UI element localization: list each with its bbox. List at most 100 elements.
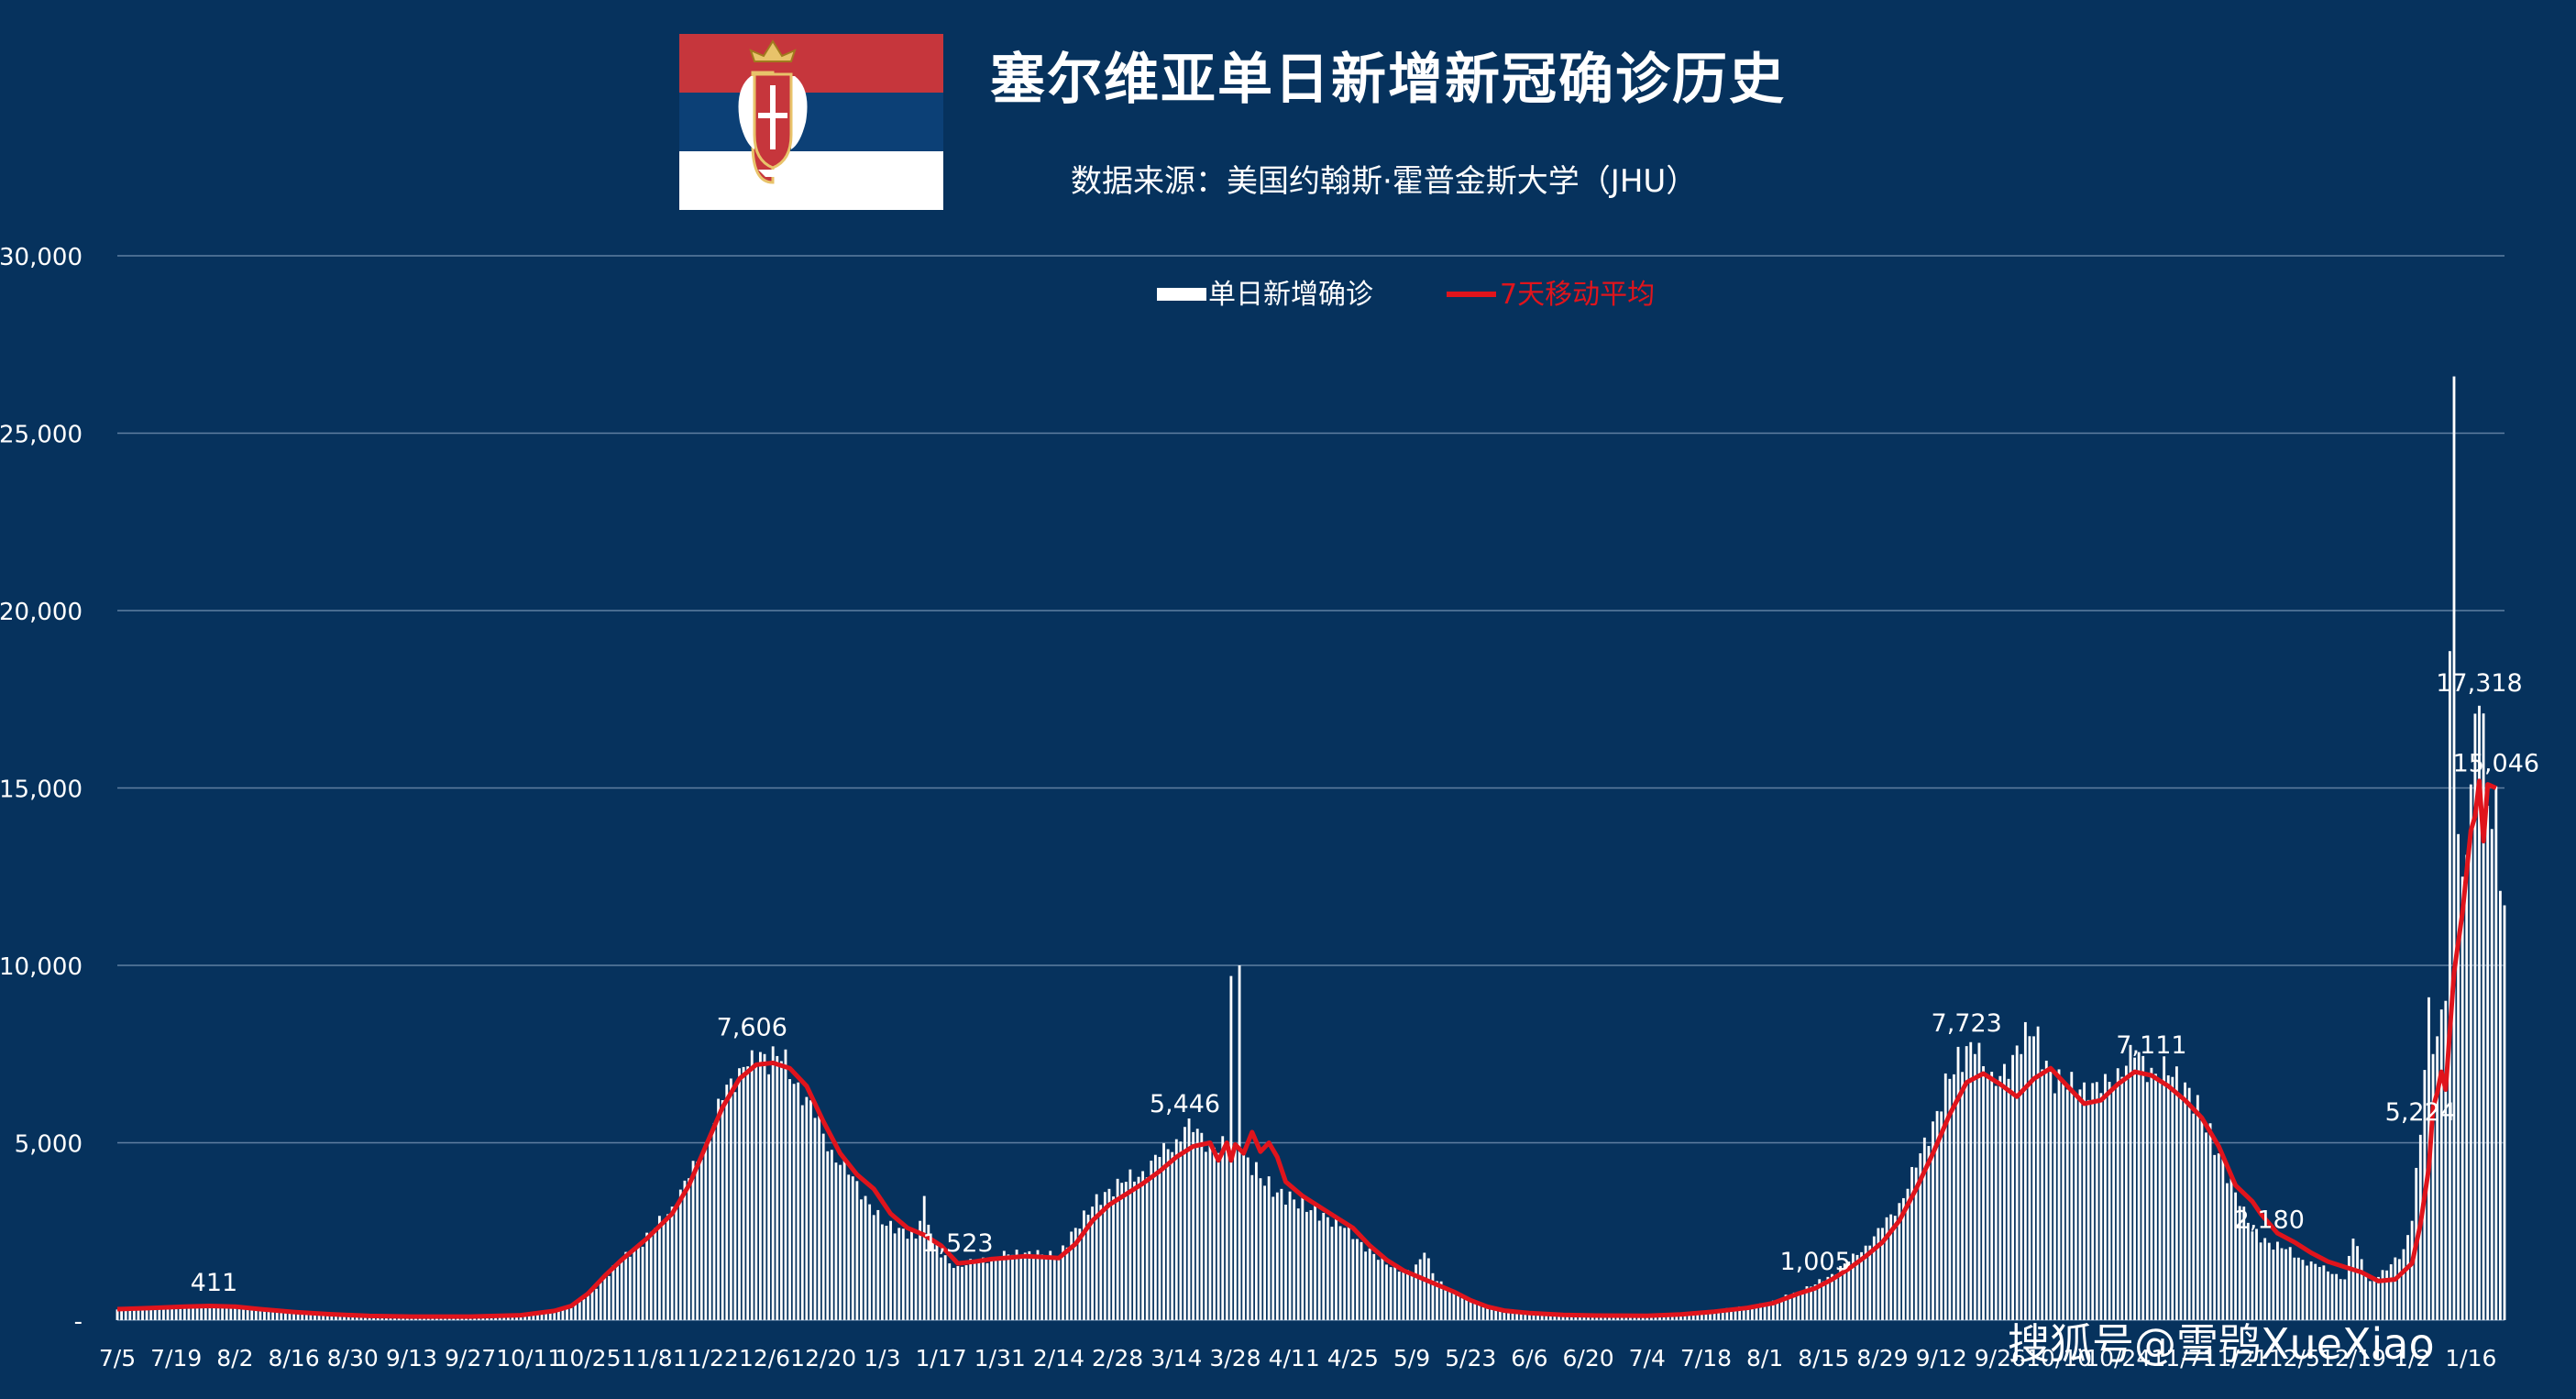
- daily-bar: [1015, 1250, 1018, 1320]
- daily-bar: [1901, 1197, 1905, 1320]
- x-tick-label: 10/10: [2026, 1345, 2092, 1371]
- x-tick-label: 10/25: [555, 1345, 621, 1371]
- daily-bar: [1402, 1270, 1405, 1320]
- daily-bar: [2439, 1009, 2443, 1320]
- x-tick-label: 7/19: [150, 1345, 202, 1371]
- daily-bar: [611, 1265, 615, 1320]
- daily-bar: [2226, 1183, 2229, 1320]
- daily-bar: [943, 1255, 947, 1320]
- x-tick-label: 9/26: [1975, 1345, 2026, 1371]
- daily-bar: [1755, 1305, 1758, 1320]
- daily-bar: [1070, 1231, 1073, 1320]
- daily-bar: [1789, 1296, 1792, 1320]
- daily-bar: [2174, 1066, 2178, 1320]
- daily-bar: [746, 1066, 750, 1320]
- daily-bar: [221, 1305, 225, 1320]
- daily-bar: [2003, 1063, 2006, 1320]
- daily-bar: [494, 1316, 498, 1320]
- daily-bar: [2242, 1206, 2246, 1320]
- daily-bar: [1810, 1286, 1812, 1320]
- daily-bar: [2296, 1257, 2300, 1320]
- daily-bar: [1410, 1273, 1414, 1320]
- daily-bar: [116, 1309, 119, 1320]
- daily-bar: [2053, 1093, 2056, 1320]
- daily-bar: [675, 1206, 678, 1320]
- daily-bar: [288, 1311, 292, 1320]
- daily-bar: [1843, 1263, 1846, 1320]
- daily-bar: [2163, 1056, 2166, 1320]
- daily-bar: [1153, 1154, 1157, 1320]
- daily-bar: [527, 1314, 531, 1320]
- daily-bar: [1973, 1053, 1976, 1320]
- serbia-flag-icon: [679, 34, 943, 210]
- data-label: 15,046: [2453, 750, 2539, 778]
- daily-bar: [1044, 1257, 1048, 1320]
- x-tick-label: 12/19: [2320, 1345, 2386, 1371]
- daily-bar: [1393, 1266, 1397, 1320]
- daily-bar: [2015, 1045, 2019, 1320]
- daily-bar: [1603, 1316, 1607, 1320]
- daily-bar: [2347, 1255, 2350, 1320]
- daily-bar: [797, 1082, 800, 1320]
- daily-bar: [532, 1313, 535, 1320]
- daily-bar: [1792, 1292, 1796, 1320]
- daily-bar: [688, 1178, 690, 1320]
- daily-bar: [1192, 1131, 1195, 1320]
- daily-bar: [267, 1309, 270, 1320]
- daily-bar: [2238, 1206, 2241, 1320]
- daily-bar: [2133, 1057, 2136, 1320]
- daily-bar: [901, 1228, 905, 1320]
- daily-bar: [216, 1306, 220, 1320]
- daily-bar: [1347, 1225, 1350, 1320]
- daily-bar: [1969, 1041, 1973, 1320]
- daily-bar: [1406, 1270, 1409, 1320]
- daily-bar: [1965, 1046, 1968, 1320]
- x-tick-label: 8/15: [1798, 1345, 1849, 1371]
- daily-bar: [1335, 1217, 1338, 1320]
- daily-bar: [1469, 1300, 1472, 1320]
- daily-bar: [355, 1316, 358, 1320]
- daily-bar: [885, 1226, 888, 1320]
- daily-bar: [1889, 1214, 1893, 1320]
- daily-bar: [788, 1079, 791, 1320]
- daily-bar: [569, 1305, 573, 1320]
- daily-bar: [124, 1309, 127, 1320]
- daily-bar: [628, 1256, 632, 1320]
- daily-bar: [1712, 1309, 1716, 1320]
- daily-bar: [1486, 1306, 1489, 1320]
- chart-title: 塞尔维亚单日新增新冠确诊历史: [990, 48, 1786, 112]
- daily-bar: [1527, 1313, 1531, 1320]
- daily-bar: [1049, 1250, 1052, 1320]
- daily-bar: [1826, 1276, 1830, 1320]
- daily-bar: [506, 1315, 510, 1320]
- daily-bar: [729, 1078, 732, 1320]
- daily-bar: [171, 1307, 174, 1320]
- daily-bar: [1831, 1273, 1833, 1320]
- daily-bar: [1083, 1210, 1085, 1320]
- daily-bar: [2108, 1082, 2111, 1320]
- x-tick-label: 10/11: [496, 1345, 562, 1371]
- daily-bar: [1322, 1212, 1326, 1320]
- daily-bar: [548, 1311, 552, 1320]
- daily-bar: [1431, 1272, 1435, 1320]
- daily-bar: [2007, 1078, 2010, 1320]
- daily-bar: [2192, 1113, 2196, 1320]
- daily-bar: [2145, 1082, 2149, 1320]
- daily-bar: [1587, 1315, 1590, 1320]
- daily-bar: [275, 1311, 279, 1320]
- daily-bar: [1582, 1316, 1586, 1320]
- daily-bar: [2288, 1247, 2292, 1320]
- daily-bar: [2364, 1273, 2368, 1320]
- daily-bar: [1473, 1300, 1477, 1320]
- daily-bar: [2074, 1094, 2077, 1320]
- daily-bar: [2306, 1265, 2308, 1320]
- daily-bar: [1457, 1295, 1459, 1320]
- daily-bar: [1095, 1194, 1098, 1320]
- daily-bar: [1561, 1315, 1565, 1320]
- moving-average-line: [116, 778, 2497, 1319]
- daily-bar: [1351, 1239, 1355, 1320]
- daily-bar: [1994, 1085, 1998, 1320]
- daily-bar: [1953, 1074, 1955, 1320]
- daily-bar: [2083, 1082, 2086, 1320]
- daily-bar: [1275, 1192, 1279, 1320]
